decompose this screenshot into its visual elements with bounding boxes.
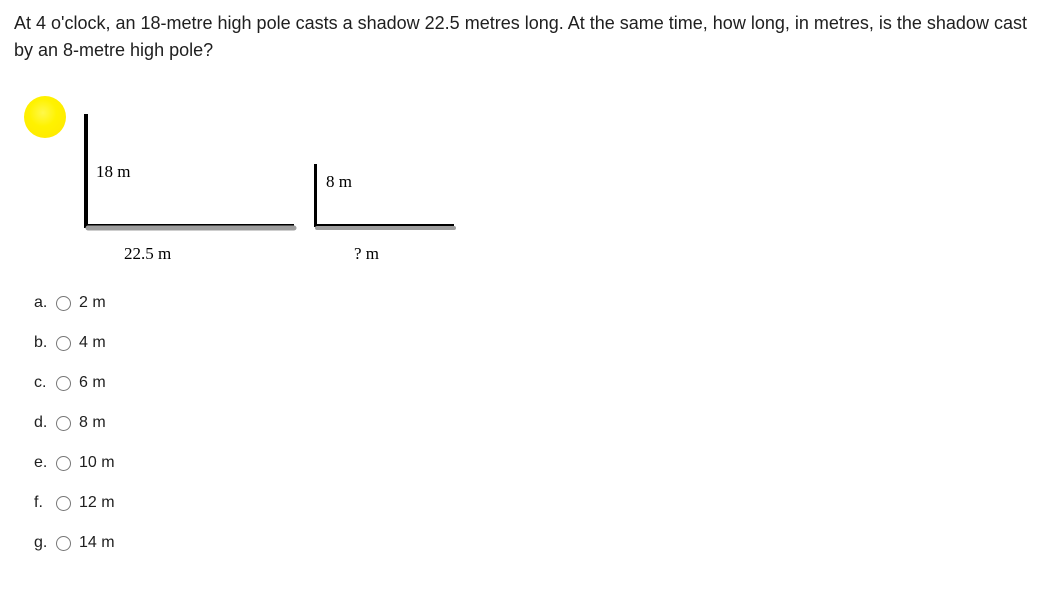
pole-large-shadow-label: 22.5 m xyxy=(124,244,171,264)
answer-radio-b[interactable] xyxy=(56,336,71,351)
answer-text: 8 m xyxy=(79,414,106,432)
answer-radio-c[interactable] xyxy=(56,376,71,391)
answer-option: b. 4 m xyxy=(34,334,1038,352)
answer-text: 10 m xyxy=(79,454,115,472)
question-text: At 4 o'clock, an 18-metre high pole cast… xyxy=(14,10,1038,64)
answer-text: 2 m xyxy=(79,294,106,312)
pole-large-shadow xyxy=(84,225,304,235)
answer-letter: a. xyxy=(34,294,50,312)
answer-text: 6 m xyxy=(79,374,106,392)
answer-option: e. 10 m xyxy=(34,454,1038,472)
answer-radio-d[interactable] xyxy=(56,416,71,431)
answer-radio-g[interactable] xyxy=(56,536,71,551)
answer-list: a. 2 m b. 4 m c. 6 m d. 8 m e. 10 m f. 1… xyxy=(14,294,1038,552)
answer-radio-e[interactable] xyxy=(56,456,71,471)
pole-large-vertical xyxy=(84,114,88,224)
answer-option: f. 12 m xyxy=(34,494,1038,512)
pole-small-shadow-label: ? m xyxy=(354,244,379,264)
pole-large-height-label: 18 m xyxy=(96,162,130,182)
answer-radio-a[interactable] xyxy=(56,296,71,311)
answer-letter: c. xyxy=(34,374,50,392)
answer-letter: e. xyxy=(34,454,50,472)
answer-option: d. 8 m xyxy=(34,414,1038,432)
pole-small-shadow xyxy=(314,225,464,235)
answer-text: 12 m xyxy=(79,494,115,512)
answer-letter: b. xyxy=(34,334,50,352)
answer-option: g. 14 m xyxy=(34,534,1038,552)
answer-letter: g. xyxy=(34,534,50,552)
sun-icon xyxy=(24,96,66,138)
answer-radio-f[interactable] xyxy=(56,496,71,511)
answer-text: 14 m xyxy=(79,534,115,552)
answer-letter: d. xyxy=(34,414,50,432)
answer-option: c. 6 m xyxy=(34,374,1038,392)
answer-text: 4 m xyxy=(79,334,106,352)
answer-option: a. 2 m xyxy=(34,294,1038,312)
pole-small-height-label: 8 m xyxy=(326,172,352,192)
answer-letter: f. xyxy=(34,494,50,512)
pole-small-vertical xyxy=(314,164,317,224)
diagram: 18 m 22.5 m 8 m ? m xyxy=(14,84,1038,274)
